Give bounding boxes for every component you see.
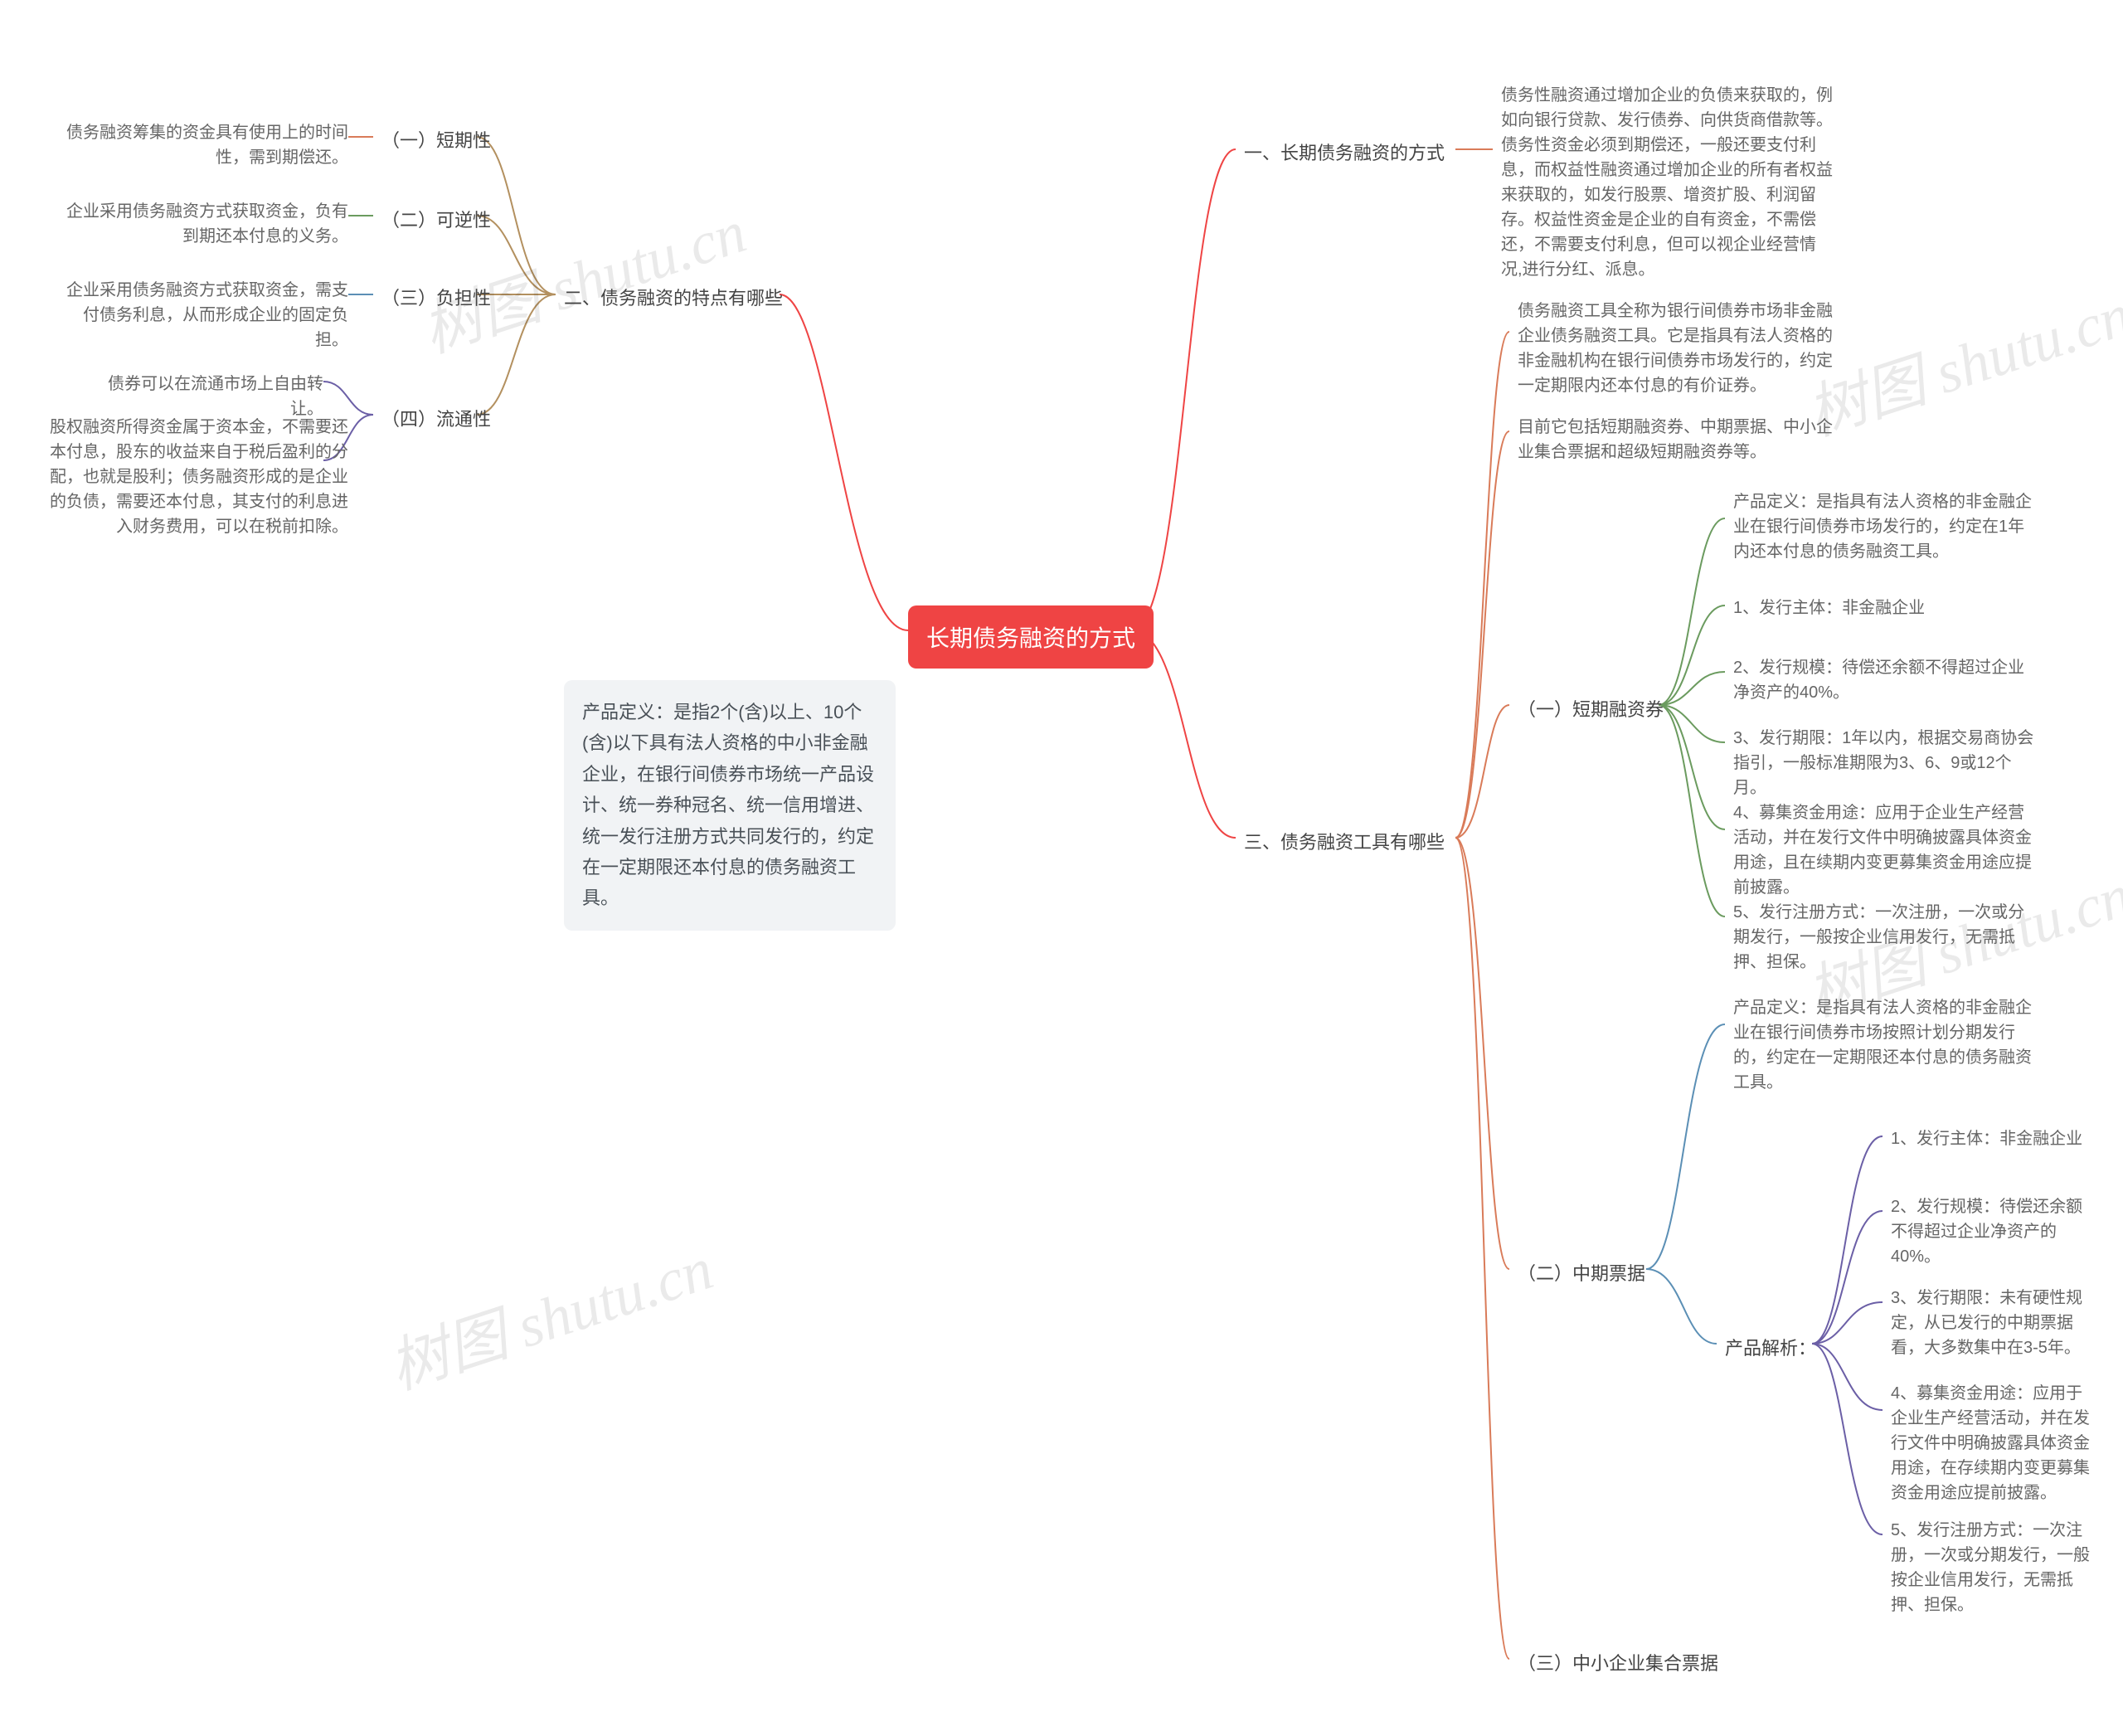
branch-3-2-analysis: 产品解析： <box>1725 1334 1816 1360</box>
root-node: 长期债务融资的方式 <box>908 605 1154 669</box>
watermark: 树图 shutu.cn <box>1795 265 2123 452</box>
branch-2-4: （四）流通性 <box>381 405 491 431</box>
watermark: 树图 shutu.cn <box>377 1219 722 1406</box>
branch-3-1: （一）短期融资券 <box>1518 695 1664 722</box>
branch-3-3: （三）中小企业集合票据 <box>1518 1649 1718 1675</box>
leaf-3-1-5: 5、发行注册方式：一次注册，一次或分期发行，一般按企业信用发行，无需抵押、担保。 <box>1733 900 2040 975</box>
leaf-3-2-0: 1、发行主体：非金融企业 <box>1891 1126 2082 1151</box>
leaf-3-top-1: 目前它包括短期融资券、中期票据、中小企业集合票据和超级短期融资券等。 <box>1518 415 1841 464</box>
leaf-2-1-0: 债务融资筹集的资金具有使用上的时间性，需到期偿还。 <box>58 120 348 170</box>
leaf-3-1-1: 1、发行主体：非金融企业 <box>1733 596 1925 620</box>
branch-2-title: 二、债务融资的特点有哪些 <box>564 284 783 310</box>
leaf-3-1-2: 2、发行规模：待偿还余额不得超过企业净资产的40%。 <box>1733 655 2040 705</box>
leaf-3-top-0: 债务融资工具全称为银行间债券市场非金融企业债务融资工具。它是指具有法人资格的非金… <box>1518 299 1841 398</box>
branch-2-1: （一）短期性 <box>381 126 491 153</box>
leaf-3-2-def: 产品定义：是指具有法人资格的非金融企业在银行间债券市场按照计划分期发行的，约定在… <box>1733 995 2040 1095</box>
leaf-1-0: 债务性融资通过增加企业的负债来获取的，例如向银行贷款、发行债券、向供货商借款等。… <box>1501 83 1833 282</box>
branch-2-2: （二）可逆性 <box>381 206 491 232</box>
leaf-3-2-1: 2、发行规模：待偿还余额不得超过企业净资产的40%。 <box>1891 1194 2098 1269</box>
branch-3-2: （二）中期票据 <box>1518 1259 1645 1286</box>
leaf-2-2-0: 企业采用债务融资方式获取资金，负有到期还本付息的义务。 <box>58 199 348 249</box>
leaf-3-2-4: 5、发行注册方式：一次注册，一次或分期发行，一般按企业信用发行，无需抵押、担保。 <box>1891 1518 2098 1617</box>
leaf-2-3-0: 企业采用债务融资方式获取资金，需支付债务利息，从而形成企业的固定负担。 <box>58 278 348 353</box>
product-definition-box: 产品定义：是指2个(含)以上、10个(含)以下具有法人资格的中小非金融企业，在银… <box>564 680 896 931</box>
leaf-2-4-1: 股权融资所得资金属于资本金，不需要还本付息，股东的收益来自于税后盈利的分配，也就… <box>50 415 348 539</box>
leaf-3-1-0: 产品定义：是指具有法人资格的非金融企业在银行间债券市场发行的，约定在1年内还本付… <box>1733 489 2040 564</box>
branch-2-3: （三）负担性 <box>381 284 491 310</box>
leaf-3-2-3: 4、募集资金用途：应用于企业生产经营活动，并在发行文件中明确披露具体资金用途，在… <box>1891 1381 2098 1505</box>
leaf-2-4-0: 债券可以在流通市场上自由转让。 <box>100 372 323 421</box>
branch-3-title: 三、债务融资工具有哪些 <box>1244 828 1445 854</box>
branch-1-title: 一、长期债务融资的方式 <box>1244 139 1445 165</box>
leaf-3-1-3: 3、发行期限：1年以内，根据交易商协会指引，一般标准期限为3、6、9或12个月。 <box>1733 726 2040 800</box>
leaf-3-2-2: 3、发行期限：未有硬性规定，从已发行的中期票据看，大多数集中在3-5年。 <box>1891 1286 2098 1360</box>
leaf-3-1-4: 4、募集资金用途：应用于企业生产经营活动，并在发行文件中明确披露具体资金用途，且… <box>1733 800 2040 900</box>
